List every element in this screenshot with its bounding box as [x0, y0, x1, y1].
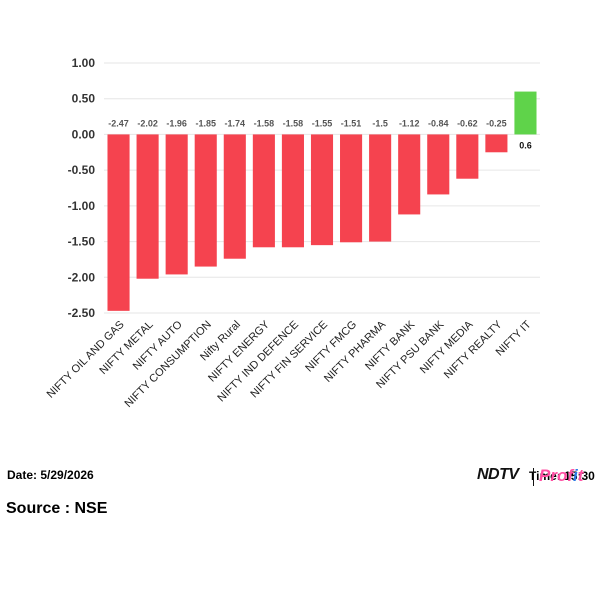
y-tick-label: 0.50 [72, 92, 96, 106]
time-label: Time: 15:30 [529, 469, 595, 483]
bar [485, 134, 508, 153]
y-tick-label: -2.50 [68, 306, 96, 320]
bar [456, 134, 479, 179]
data-label: -0.25 [486, 118, 507, 128]
data-label: -2.47 [108, 118, 129, 128]
bar [310, 134, 334, 246]
bar [340, 134, 363, 243]
bar [252, 134, 275, 248]
bar [107, 134, 130, 311]
brand-logo: NDTV Time: 15:30 Profit [477, 466, 597, 488]
ndtv-logo-text: NDTV [477, 466, 519, 483]
bar [281, 134, 304, 248]
data-label: -2.02 [137, 118, 158, 128]
bar [165, 134, 188, 275]
data-label: -1.96 [166, 118, 187, 128]
logo-divider [533, 468, 534, 486]
data-label: -1.51 [341, 118, 362, 128]
data-label: 0.6 [519, 140, 532, 150]
date-label: Date: 5/29/2026 [7, 468, 94, 482]
bar [514, 91, 537, 135]
bar [369, 134, 392, 242]
y-tick-label: -2.00 [68, 270, 96, 284]
y-tick-label: -1.50 [68, 235, 96, 249]
bar [194, 134, 217, 267]
y-tick-label: 0.00 [72, 127, 96, 141]
bar [398, 134, 421, 215]
bar [136, 134, 159, 279]
data-label: -1.55 [312, 118, 333, 128]
data-label: -1.12 [399, 118, 420, 128]
bar [223, 134, 246, 259]
profit-logo-text: Profit [539, 466, 584, 485]
data-label: -1.58 [283, 118, 304, 128]
data-label: -1.85 [195, 118, 216, 128]
bar-chart: 1.00 0.50 0.00 -0.50 -1.00 -1.50 -2.00 -2.50 -2.… [45, 56, 540, 410]
chart-svg: 1.00 0.50 0.00 -0.50 -1.00 -1.50 -2.00 -2.50 -2.… [45, 56, 540, 410]
y-tick-label: 1.00 [72, 56, 96, 70]
bar [427, 134, 450, 195]
data-label: -0.84 [428, 118, 449, 128]
data-label: -0.62 [457, 118, 478, 128]
data-label: -1.5 [372, 118, 388, 128]
data-label: -1.74 [225, 118, 246, 128]
y-tick-label: -0.50 [68, 163, 96, 177]
y-tick-label: -1.00 [68, 199, 96, 213]
data-label: -1.58 [254, 118, 275, 128]
source-label: Source : NSE [6, 500, 108, 517]
